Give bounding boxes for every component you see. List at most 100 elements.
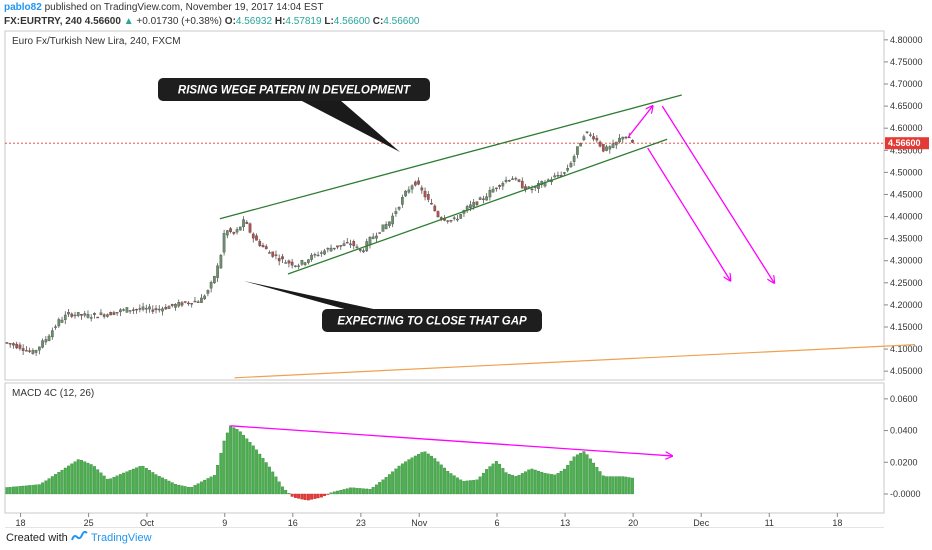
macd-bar-positive xyxy=(417,454,420,494)
macd-bar-positive xyxy=(38,485,41,494)
candle-up xyxy=(294,266,296,267)
candle-down xyxy=(80,314,82,315)
macd-bar-positive xyxy=(511,475,514,494)
candle-down xyxy=(437,211,439,216)
candle-up xyxy=(58,319,60,326)
price-axis-label: 4.15000 xyxy=(890,322,923,332)
macd-bar-positive xyxy=(560,471,563,494)
candle-down xyxy=(22,348,24,350)
macd-bar-positive xyxy=(139,466,142,494)
macd-bar-positive xyxy=(80,460,83,494)
macd-bar-positive xyxy=(463,481,466,494)
x-axis-label: Oct xyxy=(140,518,155,528)
macd-bar-positive xyxy=(177,485,180,494)
macd-bar-positive xyxy=(502,468,505,494)
candle-up xyxy=(411,186,413,190)
candle-down xyxy=(291,262,293,265)
macd-bar-positive xyxy=(35,485,38,494)
candle-down xyxy=(414,182,416,185)
macd-bar-negative xyxy=(317,494,320,498)
candle-down xyxy=(430,203,432,204)
candle-up xyxy=(479,198,481,200)
candle-up xyxy=(100,313,102,315)
macd-bar-positive xyxy=(521,473,524,494)
candle-down xyxy=(631,140,633,142)
candle-up xyxy=(333,248,335,249)
candle-up xyxy=(323,251,325,255)
macd-bar-positive xyxy=(145,468,148,494)
candle-down xyxy=(434,206,436,211)
price-axis-label: 4.25000 xyxy=(890,278,923,288)
publish-info: published on TradingView.com, November 1… xyxy=(42,2,324,13)
tradingview-brand[interactable]: TradingView xyxy=(91,532,152,544)
macd-bar-positive xyxy=(155,475,158,494)
up-triangle-icon: ▲ xyxy=(124,16,134,27)
macd-bar-positive xyxy=(213,475,216,494)
macd-bar-positive xyxy=(245,439,248,494)
candle-down xyxy=(19,345,21,349)
macd-bar-positive xyxy=(64,468,67,494)
price-axis-label: 4.65000 xyxy=(890,101,923,111)
macd-bar-positive xyxy=(61,470,64,494)
macd-bar-positive xyxy=(255,450,258,494)
macd-bar-positive xyxy=(369,489,372,494)
x-axis-label: Nov xyxy=(411,518,428,528)
macd-bar-positive xyxy=(113,477,116,494)
macd-bar-positive xyxy=(67,466,70,494)
macd-bar-negative xyxy=(310,494,313,499)
macd-bar-positive xyxy=(421,452,424,494)
macd-bar-positive xyxy=(605,477,608,494)
macd-bar-positive xyxy=(200,482,203,494)
macd-bar-positive xyxy=(148,470,151,494)
macd-bar-positive xyxy=(207,478,210,494)
candle-down xyxy=(25,350,27,351)
macd-bar-positive xyxy=(77,460,80,494)
price-axis-label: 4.40000 xyxy=(890,212,923,222)
candle-down xyxy=(592,136,594,139)
macd-axis-label: 0.0600 xyxy=(890,394,918,404)
macd-bar-positive xyxy=(190,487,193,494)
candle-up xyxy=(456,219,458,220)
candle-up xyxy=(87,314,89,317)
candle-up xyxy=(116,312,118,313)
author-name[interactable]: pablo82 xyxy=(4,2,42,13)
candle-down xyxy=(109,312,111,315)
candle-up xyxy=(207,290,209,293)
candle-down xyxy=(155,309,157,310)
price-axis-label: 4.50000 xyxy=(890,167,923,177)
macd-axis-label: 0.0400 xyxy=(890,426,918,436)
candle-up xyxy=(64,315,66,320)
macd-bar-positive xyxy=(103,476,106,494)
macd-bar-positive xyxy=(226,433,229,494)
macd-bar-positive xyxy=(365,489,368,494)
candle-down xyxy=(181,303,183,306)
macd-bar-positive xyxy=(265,462,268,493)
macd-bar-positive xyxy=(440,465,443,494)
candle-up xyxy=(388,222,390,226)
macd-bar-positive xyxy=(171,483,174,494)
macd-bar-positive xyxy=(592,463,595,494)
price-axis-label: 4.05000 xyxy=(890,366,923,376)
macd-bar-positive xyxy=(433,458,436,494)
candle-up xyxy=(45,339,47,342)
candle-up xyxy=(213,276,215,283)
macd-bar-positive xyxy=(210,477,213,494)
macd-bar-positive xyxy=(203,480,206,494)
macd-bar-positive xyxy=(495,461,498,494)
candle-up xyxy=(489,190,491,197)
candle-up xyxy=(589,135,591,136)
chart-canvas[interactable]: 4.80000 4.75000 4.70000 4.65000 4.60000 4.550… xyxy=(0,28,932,528)
current-price-label: 4.56600 xyxy=(888,138,921,148)
macd-bar-positive xyxy=(356,488,359,494)
macd-bar-positive xyxy=(508,474,511,494)
candle-down xyxy=(599,142,601,146)
macd-bar-positive xyxy=(466,481,469,494)
macd-bar-positive xyxy=(100,473,103,494)
macd-bar-positive xyxy=(275,477,278,494)
macd-bar-positive xyxy=(330,493,333,494)
candle-up xyxy=(77,312,79,315)
macd-bar-positive xyxy=(576,455,579,494)
macd-bar-positive xyxy=(524,472,527,494)
open-label: O: xyxy=(225,16,236,27)
macd-axis-label: -0.0000 xyxy=(890,489,921,499)
